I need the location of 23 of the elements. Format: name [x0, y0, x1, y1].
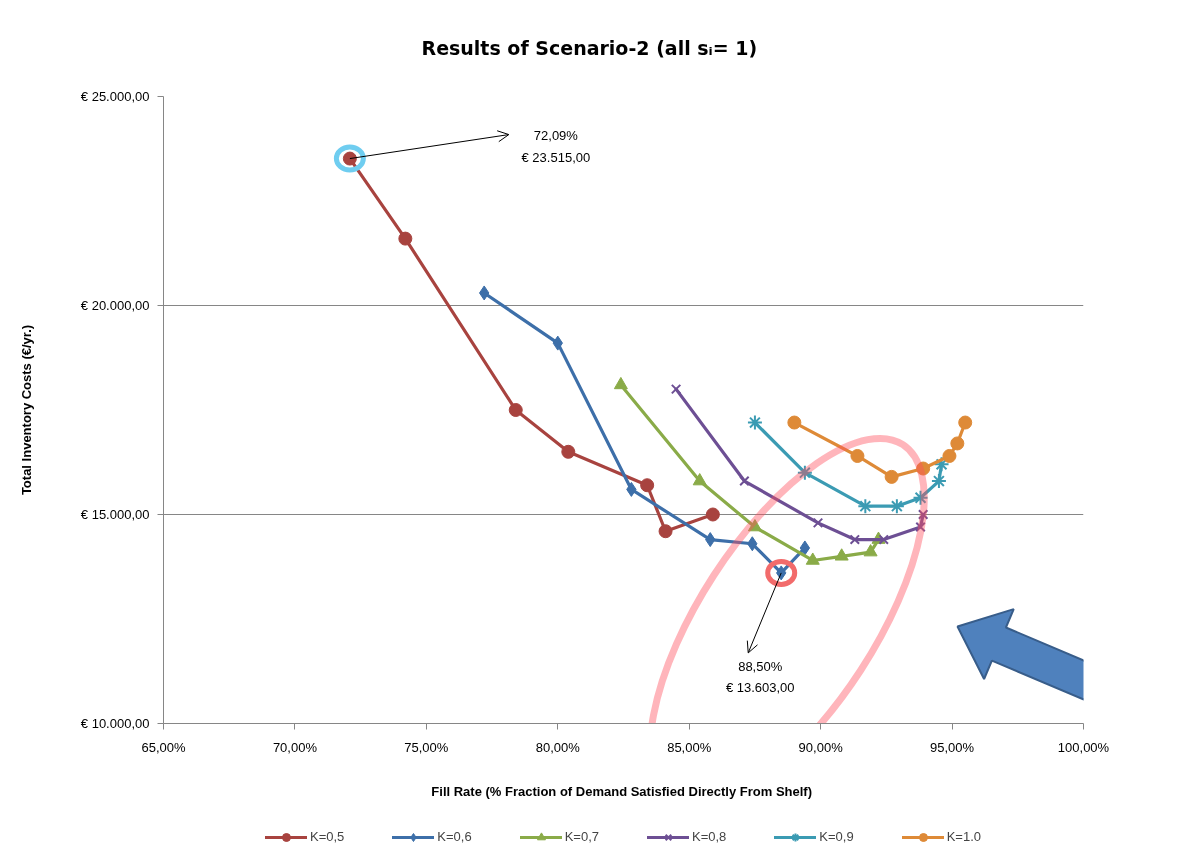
- annotation: 72,09% € 23.515,00: [521, 128, 591, 165]
- legend-label: K=0,6: [437, 829, 472, 844]
- x-tick-label: 65,00%: [141, 739, 186, 755]
- legend-label: K=1.0: [946, 829, 982, 844]
- y-tick-label: € 10.000,00: [80, 716, 150, 731]
- x-tick-label: 80,00%: [535, 739, 581, 755]
- legend-label: K=0,5: [309, 829, 345, 844]
- y-tick-label: € 20.000,00: [80, 298, 150, 313]
- chart-title: Results of Scenario-2 (all sᵢ= 1): [421, 36, 758, 59]
- x-axis-title: Fill Rate (% Fraction of Demand Satisfied Directly From Shelf): [431, 783, 813, 799]
- legend-label: K=0,7: [564, 829, 599, 844]
- y-tick-label: € 15.000,00: [80, 507, 150, 522]
- x-tick-label: 85,00%: [667, 739, 712, 755]
- annotation: 88,50% € 13.603,00: [725, 658, 795, 696]
- x-tick-label: 70,00%: [272, 739, 318, 755]
- x-tick-label: 75,00%: [404, 739, 449, 755]
- x-tick-label: 100,00%: [1057, 739, 1110, 755]
- legend-label: K=0,8: [692, 829, 727, 844]
- y-tick-label: € 25.000,00: [80, 89, 150, 104]
- x-tick-label: 90,00%: [798, 739, 844, 755]
- x-tick-label: 95,00%: [930, 739, 975, 755]
- legend-label: K=0,9: [819, 829, 854, 844]
- y-axis-title: Total Inventory Costs (€/yr.): [18, 324, 34, 496]
